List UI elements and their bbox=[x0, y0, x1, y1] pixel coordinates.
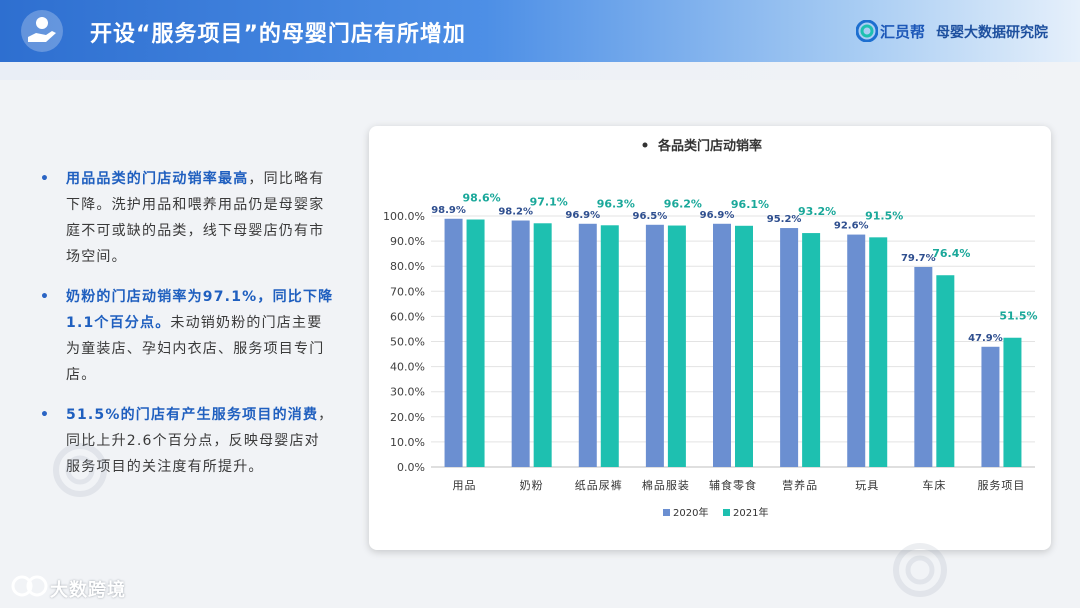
x-tick-label: 车床 bbox=[922, 478, 946, 492]
y-tick-label: 40.0% bbox=[390, 361, 425, 374]
y-tick-label: 90.0% bbox=[390, 235, 425, 248]
bullet-dot-icon: • bbox=[40, 171, 51, 187]
bars bbox=[444, 218, 1022, 467]
x-tick-label: 服务项目 bbox=[977, 479, 1025, 492]
bar bbox=[847, 234, 866, 467]
brand-subtitle: 母婴大数据研究院 bbox=[936, 25, 1048, 41]
bar bbox=[735, 225, 753, 467]
bullet-text: ，同比略有下降。洗护用品和喂养用品仍是母婴家庭不可或缺的品类，线下母婴店仍有市场… bbox=[66, 171, 325, 265]
y-tick-label: 10.0% bbox=[390, 436, 425, 449]
data-label: 79.7% bbox=[901, 253, 936, 264]
bar bbox=[936, 275, 955, 467]
chart-card: 98.9% 98.6% 98.2% 97.1% 96.9% 96.3% 96.5% 96.2%… bbox=[369, 126, 1051, 550]
bar bbox=[533, 223, 552, 467]
legend-swatch bbox=[723, 509, 730, 516]
bar-chart: 98.9%98.6%98.2%97.1%96.9%96.3%96.5%96.2%… bbox=[383, 138, 1037, 519]
bullet-dot-icon: • bbox=[40, 289, 51, 305]
y-tick-label: 50.0% bbox=[390, 336, 425, 349]
y-tick-label: 20.0% bbox=[390, 411, 425, 424]
bar bbox=[645, 224, 664, 467]
bullet-dot-icon: • bbox=[40, 407, 51, 423]
x-tick-label: 奶粉 bbox=[520, 478, 544, 492]
y-tick-label: 0.0% bbox=[397, 461, 425, 474]
data-label: 76.4% bbox=[932, 247, 970, 260]
x-tick-label: 棉品服装 bbox=[642, 478, 690, 492]
bar bbox=[667, 225, 686, 467]
header-bar: 开设“服务项目”的母婴门店有所增加 汇员帮 母婴大数据研究院 bbox=[0, 0, 1080, 62]
axes: 0.0% 10.0% 20.0% 30.0% 40.0% 50.0% 60.0% 70.0% 8… bbox=[383, 210, 1025, 492]
watermark-icon bbox=[53, 443, 107, 497]
bar bbox=[914, 266, 933, 467]
hand-coin-icon bbox=[21, 10, 63, 52]
brand-logo-icon bbox=[856, 20, 878, 42]
x-tick-label: 营养品 bbox=[782, 478, 818, 492]
data-label: 95.2% bbox=[767, 214, 802, 225]
bar bbox=[466, 219, 485, 467]
bullet-highlight: 用品品类的门店动销率最高 bbox=[66, 171, 249, 187]
bar bbox=[780, 228, 799, 467]
bar bbox=[1003, 337, 1022, 467]
data-label: 96.9% bbox=[565, 210, 600, 221]
data-label: 91.5% bbox=[865, 209, 903, 222]
bullet-text: 未动销奶粉的门店主要为童装店、孕妇内衣店、服务项目专门店。 bbox=[66, 315, 325, 383]
y-tick-label: 80.0% bbox=[390, 260, 425, 273]
bullet-item: • 奶粉的门店动销率为97.1%，同比下降1.1个百分点。未动销奶粉的门店主要为… bbox=[38, 284, 334, 388]
data-label: 96.5% bbox=[633, 211, 668, 222]
footer-logo-icon bbox=[11, 575, 48, 597]
legend-swatch bbox=[663, 509, 670, 516]
data-label: 96.1% bbox=[731, 198, 769, 211]
bar bbox=[713, 223, 731, 467]
data-label: 98.6% bbox=[462, 192, 500, 205]
data-label: 98.9% bbox=[431, 205, 466, 216]
bullet-list: • 用品品类的门店动销率最高，同比略有下降。洗护用品和喂养用品仍是母婴家庭不可或… bbox=[38, 166, 334, 494]
y-tick-label: 60.0% bbox=[390, 310, 425, 323]
bar bbox=[869, 237, 888, 467]
bar bbox=[600, 225, 619, 467]
legend-label: 2020年 bbox=[673, 506, 708, 519]
x-tick-label: 辅食零食 bbox=[709, 478, 757, 492]
x-tick-label: 纸品尿裤 bbox=[575, 478, 623, 492]
data-label: 98.2% bbox=[498, 207, 533, 218]
bullet-text: ，同比上升2.6个百分点，反映母婴店对服务项目的关注度有所提升。 bbox=[66, 407, 334, 475]
data-label: 97.1% bbox=[530, 195, 568, 208]
bar bbox=[802, 233, 821, 467]
bar bbox=[578, 223, 597, 467]
bullet-item: • 用品品类的门店动销率最高，同比略有下降。洗护用品和喂养用品仍是母婴家庭不可或… bbox=[38, 166, 334, 270]
y-tick-label: 100.0% bbox=[383, 210, 425, 223]
bullet-highlight: 奶粉的门店动销率为97.1%，同比下降1.1个百分点。 bbox=[66, 289, 334, 331]
bullet-highlight: 51.5%的门店有产生服务项目的消费 bbox=[66, 407, 319, 423]
bar bbox=[981, 346, 1000, 467]
data-label: 47.9% bbox=[968, 333, 1003, 344]
bar bbox=[444, 218, 463, 467]
data-label: 96.3% bbox=[597, 197, 635, 210]
data-label: 92.6% bbox=[834, 221, 869, 232]
x-tick-label: 玩具 bbox=[855, 479, 879, 492]
data-label: 96.9% bbox=[700, 210, 735, 221]
bullet-item: • 51.5%的门店有产生服务项目的消费，同比上升2.6个百分点，反映母婴店对服… bbox=[38, 402, 334, 480]
bar bbox=[511, 220, 530, 467]
chart-title-bullet-icon bbox=[642, 142, 648, 148]
header-shadow-bar bbox=[0, 62, 1080, 80]
data-label: 51.5% bbox=[999, 310, 1037, 323]
chart-title: 各品类门店动销率 bbox=[657, 138, 762, 154]
legend: 2020年 2021年 bbox=[663, 506, 768, 519]
x-tick-label: 用品 bbox=[453, 479, 477, 492]
legend-label: 2021年 bbox=[733, 506, 768, 519]
page-title: 开设“服务项目”的母婴门店有所增加 bbox=[90, 22, 466, 47]
data-label: 93.2% bbox=[798, 205, 836, 218]
footer-text: 大数跨境 bbox=[50, 580, 126, 601]
brand-name: 汇员帮 bbox=[880, 23, 926, 41]
data-label: 96.2% bbox=[664, 198, 702, 211]
watermark-icon bbox=[893, 543, 947, 597]
grid-lines bbox=[431, 215, 1035, 468]
y-tick-label: 70.0% bbox=[390, 285, 425, 298]
y-tick-label: 30.0% bbox=[390, 386, 425, 399]
data-labels: 98.9%98.6%98.2%97.1%96.9%96.3%96.5%96.2%… bbox=[431, 192, 1037, 344]
